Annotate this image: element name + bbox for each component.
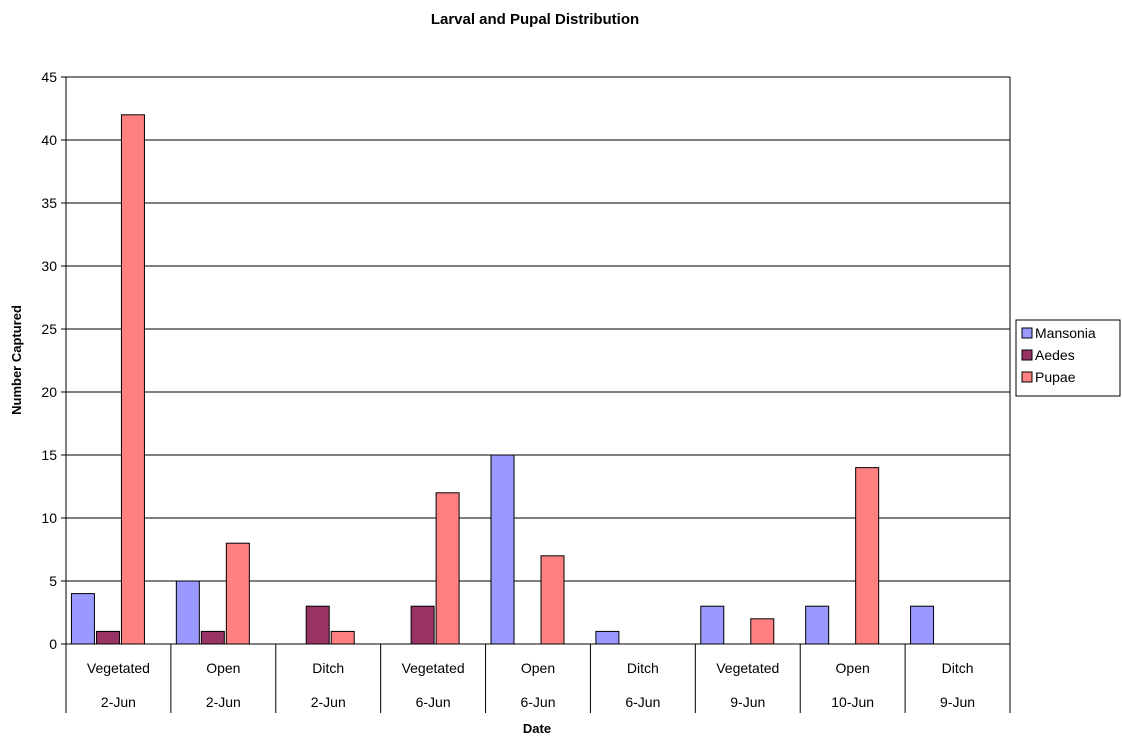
y-tick-label: 45 — [41, 69, 57, 85]
x-tick-label-date: 6-Jun — [416, 694, 451, 710]
x-tick-label-date: 10-Jun — [831, 694, 874, 710]
y-tick-label: 30 — [41, 258, 57, 274]
plot-background — [66, 77, 1010, 644]
bar — [805, 605, 830, 645]
legend: Mansonia Aedes Pupae — [1015, 319, 1121, 397]
bar — [175, 580, 200, 645]
legend-swatch — [1021, 327, 1033, 339]
bar — [750, 618, 775, 645]
x-tick-label-date: 6-Jun — [520, 694, 555, 710]
y-tick-label: 40 — [41, 132, 57, 148]
x-tick-label-date: 2-Jun — [101, 694, 136, 710]
bar — [540, 555, 565, 645]
x-tick-label-habitat: Ditch — [942, 660, 974, 676]
legend-swatch — [1021, 371, 1033, 383]
x-tick-label-date: 2-Jun — [206, 694, 241, 710]
legend-box — [1015, 319, 1121, 397]
x-tick-label-date: 2-Jun — [311, 694, 346, 710]
x-tick-label-habitat: Ditch — [312, 660, 344, 676]
y-tick-label: 25 — [41, 321, 57, 337]
y-tick-label: 20 — [41, 384, 57, 400]
bar — [490, 454, 515, 645]
legend-label: Pupae — [1035, 369, 1076, 385]
bar — [95, 630, 120, 645]
bar — [855, 467, 880, 645]
bar — [70, 593, 95, 645]
x-tick-label-date: 9-Jun — [730, 694, 765, 710]
y-tick-label: 15 — [41, 447, 57, 463]
x-tick-label-habitat: Open — [206, 660, 240, 676]
x-tick-label-habitat: Vegetated — [402, 660, 465, 676]
x-tick-label-habitat: Ditch — [627, 660, 659, 676]
y-tick-label: 35 — [41, 195, 57, 211]
x-tick-label-date: 6-Jun — [625, 694, 660, 710]
bar — [225, 542, 250, 645]
y-axis-title: Number Captured — [9, 305, 24, 415]
legend-label: Mansonia — [1035, 325, 1096, 341]
y-tick-label: 5 — [49, 573, 57, 589]
x-tick-label-date: 9-Jun — [940, 694, 975, 710]
y-tick-label: 10 — [41, 510, 57, 526]
bar — [305, 605, 330, 645]
x-tick-label-habitat: Vegetated — [87, 660, 150, 676]
legend-label: Aedes — [1035, 347, 1075, 363]
bar — [910, 605, 935, 645]
legend-swatch — [1021, 349, 1033, 361]
y-tick-label: 0 — [49, 636, 57, 652]
bar — [120, 114, 145, 645]
bar — [435, 492, 460, 645]
x-axis-title: Date — [523, 721, 551, 736]
chart-title: Larval and Pupal Distribution — [431, 11, 639, 28]
bar — [410, 605, 435, 645]
x-tick-label-habitat: Open — [836, 660, 870, 676]
plot-area: 0 5 10 15 20 25 30 35 40 45 Vegetated 2-Jun Open 2-Ju… — [41, 69, 1011, 713]
bar — [330, 630, 355, 645]
x-tick-label-habitat: Open — [521, 660, 555, 676]
bar — [700, 605, 725, 645]
bar — [200, 630, 225, 645]
bar — [595, 630, 620, 645]
x-tick-label-habitat: Vegetated — [716, 660, 779, 676]
